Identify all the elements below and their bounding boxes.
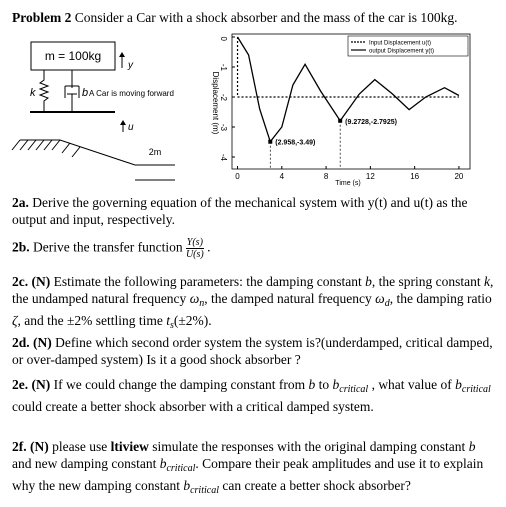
q-text: , the undamped natural frequency [12, 274, 494, 306]
x-tick-label: 20 [454, 172, 463, 181]
legend-label: Input Displacement u(t) [369, 41, 431, 47]
q-2f: 2f. (N) please use ltiview simulate the … [12, 438, 496, 499]
q-text: Define which second order system the sys… [12, 335, 493, 367]
spring [38, 70, 50, 112]
y-axis-label: Displacement (m) [211, 72, 220, 135]
q-text: , what value of [368, 377, 456, 392]
math: b [183, 478, 191, 493]
math: b [455, 377, 462, 392]
y-tick-label: -4 [219, 154, 228, 162]
annotation: (2.958,-3.49) [275, 140, 315, 147]
math: t [166, 313, 170, 328]
header: Problem 2 Consider a Car with a shock ab… [12, 9, 496, 26]
q-2c: 2c. (N) Estimate the following parameter… [12, 273, 496, 334]
q-text: Estimate the following parameters: the d… [50, 274, 366, 289]
y-tick-label: 0 [219, 37, 228, 42]
car-label: A Car is moving forward [89, 89, 174, 98]
math: b [308, 377, 316, 392]
u-arrow-head [120, 120, 126, 125]
math-sub: d [384, 298, 390, 309]
math: ζ [12, 313, 18, 328]
q-text: Derive the governing equation of the mec… [12, 195, 468, 227]
math-sub: critical [166, 463, 196, 474]
q-2d: 2d. (N) Define which second order system… [12, 334, 496, 368]
math: ω [189, 291, 200, 306]
legend-label: output Displacement y(t) [369, 49, 434, 55]
mass-box [30, 41, 116, 71]
ground-hatch [11, 139, 81, 158]
q-label: 2f. (N) [12, 439, 49, 454]
math: k [484, 274, 491, 289]
road [20, 139, 175, 166]
x-tick-label: 4 [280, 172, 285, 181]
q-text: . Compare their peak amplitudes and use … [12, 456, 484, 493]
header-text: Consider a Car with a shock absorber and… [71, 10, 458, 25]
x-axis-label: Time (s) [335, 180, 360, 187]
q-text: , the damped natural frequency [204, 291, 376, 306]
y-arrow-head [119, 52, 125, 57]
q-text: , the spring constant [371, 274, 485, 289]
numerator: Y(s) [185, 237, 204, 249]
math: b [332, 377, 340, 392]
math: b [159, 456, 167, 471]
y-label: y [127, 60, 134, 71]
q-text: can create a better shock absorber? [218, 478, 411, 493]
u-label: u [128, 122, 134, 133]
keyword: ltiview [110, 439, 149, 454]
math-sub: critical [461, 384, 491, 395]
mechanical-diagram: m = 100kg y k b A Car is moving forward … [11, 41, 175, 181]
q-text: Derive the transfer function [29, 239, 186, 255]
q-text: , and the ±2% settling time [17, 313, 167, 328]
q-label: 2e. (N) [12, 377, 51, 392]
x-tick-label: 12 [366, 172, 375, 181]
math: b [468, 439, 476, 454]
y-tick-label: -2 [219, 94, 228, 102]
q-label: 2a. [12, 195, 29, 210]
q-label: 2c. (N) [12, 274, 51, 289]
y-tick-label: -3 [219, 124, 228, 132]
mass-label: m = 100kg [45, 49, 101, 63]
q-text: If we could change the damping constant … [50, 377, 309, 392]
q-text: , the damping ratio [389, 291, 492, 306]
x-tick-label: 8 [324, 172, 329, 181]
q-2a: 2a. Derive the governing equation of the… [12, 194, 496, 228]
header-title: Problem 2 [12, 10, 72, 25]
q-text: and new damping constant [12, 456, 160, 471]
q-text: (±2%). [173, 313, 212, 328]
denominator: U(s) [185, 249, 204, 260]
math: ω [375, 291, 385, 306]
chart: Displacement (m) Time (s) 0 -1 -2 -3 -4 0 4 8 12… [211, 33, 471, 187]
x-tick-label: 16 [410, 172, 419, 181]
x-tick-label: 0 [235, 172, 240, 181]
math-sub: s [170, 320, 174, 331]
y-tick-label: -1 [219, 64, 228, 72]
math: b [365, 274, 372, 289]
k-label: k [30, 87, 36, 99]
q-text: simulate the responses with the original… [148, 439, 469, 454]
q-text: . [203, 239, 211, 255]
q-label: 2d. (N) [12, 335, 52, 350]
q-text: to [315, 377, 333, 392]
math-sub: critical [190, 485, 219, 496]
math-sub: n [199, 298, 205, 309]
q-2e: 2e. (N) If we could change the damping c… [12, 376, 496, 415]
math-sub: critical [339, 384, 369, 395]
series-line [236, 36, 460, 144]
annotation: (9.2728,-2.7925) [345, 119, 397, 126]
q-text: could create a better shock absorber wit… [12, 399, 374, 414]
dim-label: 2m [149, 147, 162, 157]
q-text: please use [48, 439, 111, 454]
fraction: Y(s) U(s) [185, 237, 204, 260]
b-label: b [82, 87, 88, 99]
q-2b: 2b. Derive the transfer function Y(s) U(s… [12, 237, 496, 260]
plot-frame [231, 33, 471, 170]
q-label: 2b. [12, 239, 30, 255]
damper [64, 70, 80, 112]
legend-box [347, 35, 469, 57]
